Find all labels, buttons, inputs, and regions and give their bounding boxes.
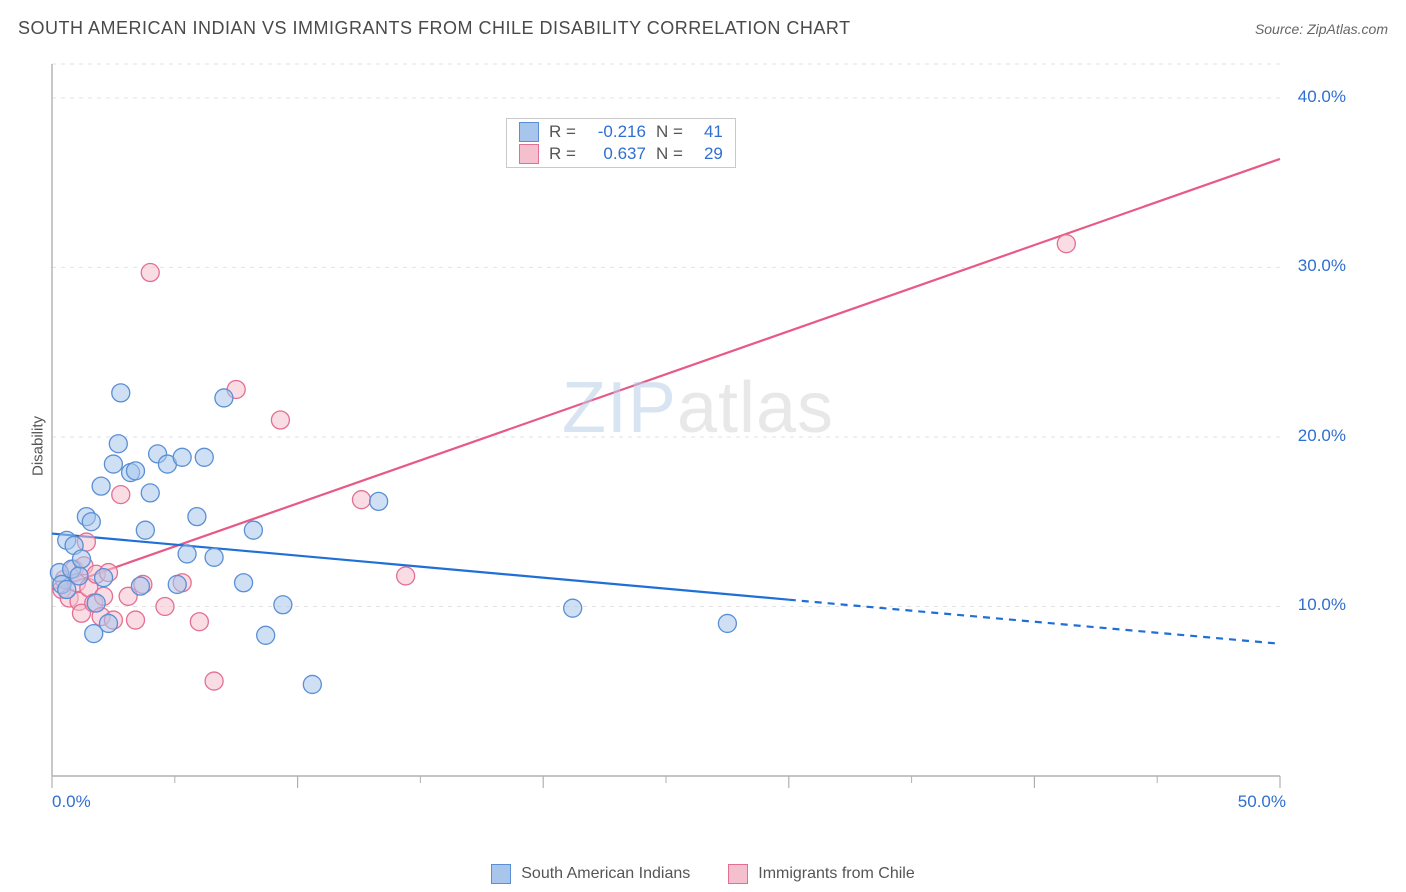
plot-area: ZIPatlas R = -0.216 N = 41 R = 0.637 N =… [48, 58, 1348, 818]
swatch-pink [519, 144, 539, 164]
swatch-blue [491, 864, 511, 884]
y-tick-label: 30.0% [1286, 256, 1346, 276]
legend-label: Immigrants from Chile [758, 865, 914, 883]
x-tick-label: 0.0% [52, 792, 91, 812]
chart-title: SOUTH AMERICAN INDIAN VS IMMIGRANTS FROM… [18, 18, 851, 39]
legend-item-blue: South American Indians [491, 864, 690, 884]
y-tick-label: 10.0% [1286, 595, 1346, 615]
swatch-blue [519, 122, 539, 142]
legend-label: South American Indians [521, 865, 690, 883]
corr-row: R = -0.216 N = 41 [507, 121, 735, 143]
bottom-legend: South American Indians Immigrants from C… [0, 864, 1406, 884]
x-tick-label: 50.0% [1232, 792, 1286, 812]
scatter-svg [48, 58, 1348, 818]
y-tick-label: 40.0% [1286, 87, 1346, 107]
y-axis-label: Disability [30, 416, 47, 476]
legend-item-pink: Immigrants from Chile [728, 864, 914, 884]
y-tick-label: 20.0% [1286, 426, 1346, 446]
swatch-pink [728, 864, 748, 884]
corr-row: R = 0.637 N = 29 [507, 143, 735, 165]
source-attribution: Source: ZipAtlas.com [1255, 21, 1388, 37]
correlation-box: R = -0.216 N = 41 R = 0.637 N = 29 [506, 118, 736, 168]
